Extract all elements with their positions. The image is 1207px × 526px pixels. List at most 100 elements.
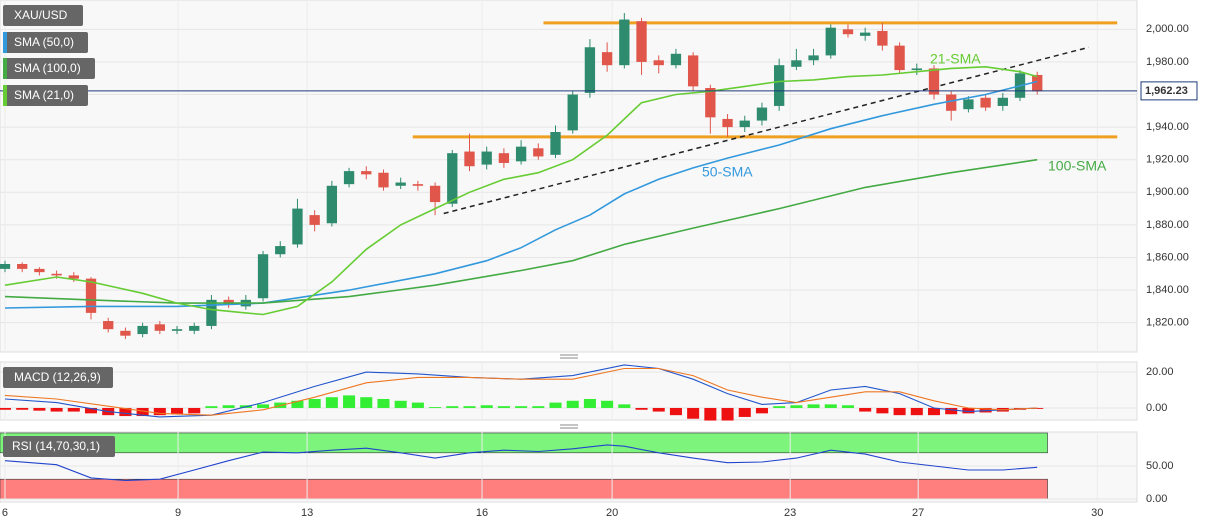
candle-body (17, 264, 28, 269)
candle-body (85, 278, 97, 313)
candle-body (567, 94, 578, 131)
candle-body (292, 208, 303, 245)
histogram-bar (669, 407, 682, 416)
histogram-bar (377, 398, 390, 408)
y-tick-label: 1,880.00 (1146, 219, 1189, 231)
candle-body (51, 273, 62, 276)
x-tick-label: 16 (476, 507, 488, 519)
candle-body (980, 97, 991, 108)
legend-swatch (3, 58, 7, 79)
last-price-label: 1,962.23 (1145, 85, 1188, 97)
legend-box[interactable] (3, 58, 95, 79)
candle-body (309, 215, 320, 225)
candle-body (378, 172, 389, 188)
candle-body (808, 55, 819, 61)
band (0, 432, 1048, 454)
histogram-bar (601, 400, 614, 408)
legend-label: SMA (21,0) (14, 88, 74, 102)
candle-body (498, 153, 510, 163)
candle-body (601, 52, 613, 66)
candle-body (533, 148, 544, 157)
sma-line (4, 80, 1038, 309)
candle-body (842, 29, 854, 35)
candle-body (120, 330, 131, 336)
x-tick-label: 20 (606, 507, 618, 519)
candle-body (773, 65, 785, 106)
candle-body (756, 107, 768, 121)
histogram-bar (343, 395, 356, 408)
histogram-bar (446, 406, 459, 408)
candle-body (171, 329, 183, 331)
candle-body (343, 171, 355, 185)
x-tick-label: 27 (912, 507, 924, 519)
histogram-bar (515, 406, 528, 408)
candle-body (103, 321, 114, 330)
indicator-line (4, 367, 1038, 416)
main-panel (0, 0, 1138, 353)
candle-body (68, 275, 79, 279)
histogram-bar (16, 407, 29, 410)
legend-box[interactable] (3, 367, 113, 388)
candle-body (223, 299, 234, 305)
candle-body (326, 185, 338, 224)
y-tick-label: 1,840.00 (1146, 284, 1189, 296)
panel-title: MACD (12,26,9) (14, 370, 101, 384)
histogram-bar (50, 407, 63, 412)
trendline (443, 46, 1089, 215)
legend-box[interactable] (3, 5, 83, 26)
legend-box[interactable] (3, 85, 88, 106)
candle-body (361, 171, 372, 175)
histogram-bar (945, 407, 958, 415)
panel-title: RSI (14,70,30,1) (12, 439, 100, 453)
histogram-bar (773, 406, 786, 408)
candle-body (860, 32, 871, 36)
annotation: 100-SMA (1048, 158, 1107, 174)
candle-body (550, 132, 561, 155)
histogram-bar (618, 404, 631, 408)
histogram-bar (721, 407, 734, 421)
histogram-bar (291, 400, 304, 408)
candle-body (911, 68, 922, 71)
histogram-bar (480, 405, 493, 408)
candle-body (584, 47, 596, 93)
splitter[interactable] (560, 354, 578, 359)
histogram-bar (411, 402, 424, 408)
histogram-bar (790, 405, 803, 408)
candle-body (257, 254, 269, 299)
candle-body (1032, 74, 1043, 92)
candle-body (928, 68, 940, 95)
y-tick-label: 20.00 (1146, 366, 1174, 378)
candle-body (946, 94, 957, 111)
histogram-bar (549, 402, 562, 408)
candle-body (877, 30, 888, 46)
candle-body (791, 60, 802, 67)
legend-box[interactable] (3, 436, 115, 457)
y-tick-label: 2,000.00 (1146, 23, 1189, 35)
legend-box[interactable] (3, 32, 88, 53)
y-tick-label: 50.00 (1146, 460, 1174, 472)
histogram-bar (136, 407, 149, 417)
splitter[interactable] (560, 424, 578, 429)
y-tick-label: 1,820.00 (1146, 317, 1189, 329)
candle-body (481, 151, 492, 165)
histogram-bar (308, 398, 321, 408)
candle-body (515, 146, 527, 162)
candle-body (275, 246, 286, 255)
annotation: 50-SMA (702, 164, 753, 180)
histogram-bar (807, 404, 820, 408)
histogram-bar (532, 406, 545, 408)
y-tick-label: 1,900.00 (1146, 186, 1189, 198)
histogram-bar (119, 407, 132, 417)
candle-body (653, 60, 664, 66)
annotation: 21-SMA (930, 51, 981, 67)
candle-body (412, 184, 424, 186)
legend: XAU/USD SMA (50,0) SMA (100,0) SMA (21,0… (3, 5, 115, 457)
candle-body (619, 19, 630, 66)
candle-body (705, 88, 716, 118)
histogram-bar (33, 407, 46, 411)
candle-body (34, 268, 45, 273)
candle-body (137, 325, 148, 335)
histogram-bar (188, 407, 201, 414)
band (0, 478, 1048, 500)
x-tick-label: 23 (784, 507, 796, 519)
